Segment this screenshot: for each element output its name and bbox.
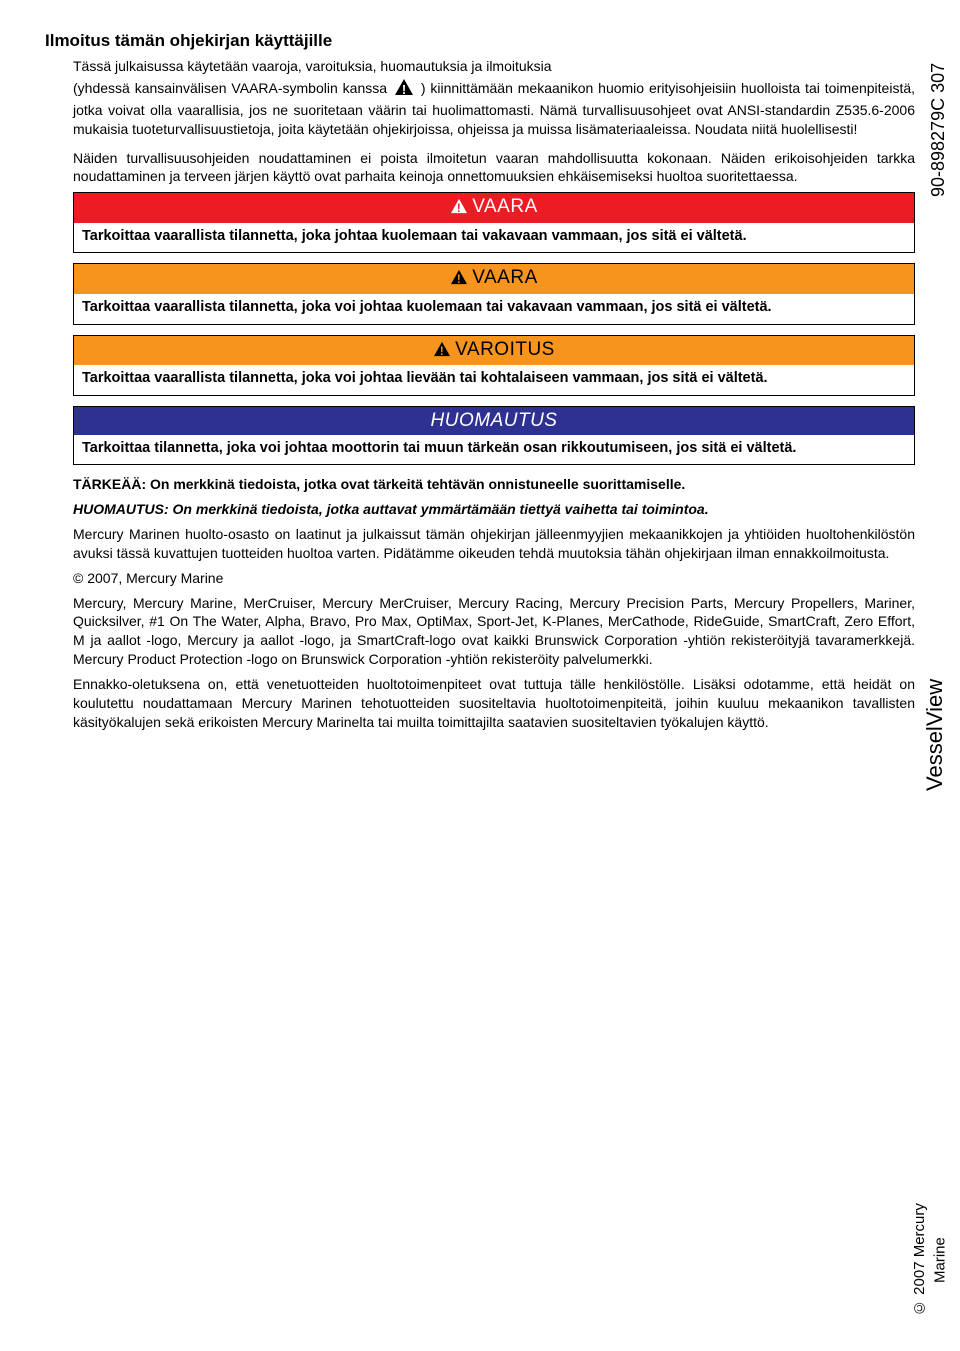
- warning-triangle-icon: !: [394, 78, 414, 101]
- mercury-service-paragraph: Mercury Marinen huolto-osasto on laatinu…: [73, 525, 915, 563]
- trademarks-paragraph: Mercury, Mercury Marine, MerCruiser, Mer…: [73, 594, 915, 670]
- caution-header-orange: ! VAROITUS: [74, 336, 914, 366]
- warning-body-orange: Tarkoittaa vaarallista tilannetta, joka …: [74, 294, 914, 324]
- danger-box-red: ! VAARA Tarkoittaa vaarallista tilannett…: [73, 192, 915, 253]
- svg-text:!: !: [457, 274, 461, 285]
- danger-header-label: VAARA: [472, 196, 538, 217]
- warning-header-orange: ! VAARA: [74, 264, 914, 294]
- page-title: Ilmoitus tämän ohjekirjan käyttäjille: [45, 30, 915, 53]
- svg-text:!: !: [457, 203, 461, 214]
- side-vesselview-label: VesselView: [920, 660, 950, 810]
- assumption-paragraph: Ennakko-oletuksena on, että venetuotteid…: [73, 675, 915, 732]
- notice-box-blue: HUOMAUTUS Tarkoittaa tilannetta, joka vo…: [73, 406, 915, 465]
- svg-text:!: !: [440, 345, 444, 356]
- caution-header-label: VAROITUS: [455, 339, 555, 360]
- svg-text:!: !: [402, 82, 406, 96]
- notice-header-blue: HUOMAUTUS: [74, 407, 914, 435]
- danger-header-red: ! VAARA: [74, 193, 914, 223]
- caution-body-orange: Tarkoittaa vaarallista tilannetta, joka …: [74, 365, 914, 395]
- side-copyright-label: © 2007 Mercury Marine: [910, 1180, 951, 1340]
- warning-triangle-icon: !: [450, 267, 468, 293]
- tarkeaa-paragraph: TÄRKEÄÄ: On merkkinä tiedoista, jotka ov…: [73, 475, 915, 494]
- side-document-code: 90-898279C 307: [926, 30, 950, 230]
- caution-box-orange: ! VAROITUS Tarkoittaa vaarallista tilann…: [73, 335, 915, 396]
- intro-line1: Tässä julkaisussa käytetään vaaroja, var…: [73, 57, 915, 76]
- copyright-line: © 2007, Mercury Marine: [73, 569, 915, 588]
- intro-paragraph: Tässä julkaisussa käytetään vaaroja, var…: [73, 57, 915, 139]
- intro-line2: (yhdessä kansainvälisen VAARA-symbolin k…: [73, 78, 915, 139]
- warning-triangle-icon: !: [450, 196, 468, 222]
- safety-paragraph: Näiden turvallisuusohjeiden noudattamine…: [73, 149, 915, 187]
- warning-triangle-icon: !: [433, 339, 451, 365]
- warning-box-orange: ! VAARA Tarkoittaa vaarallista tilannett…: [73, 263, 915, 324]
- huomautus-paragraph: HUOMAUTUS: On merkkinä tiedoista, jotka …: [73, 500, 915, 519]
- notice-body-blue: Tarkoittaa tilannetta, joka voi johtaa m…: [74, 435, 914, 465]
- intro-before-icon: (yhdessä kansainvälisen VAARA-symbolin k…: [73, 80, 387, 96]
- warning-header-label: VAARA: [472, 267, 538, 288]
- notice-header-label: HUOMAUTUS: [431, 410, 558, 431]
- danger-body-red: Tarkoittaa vaarallista tilannetta, joka …: [74, 223, 914, 253]
